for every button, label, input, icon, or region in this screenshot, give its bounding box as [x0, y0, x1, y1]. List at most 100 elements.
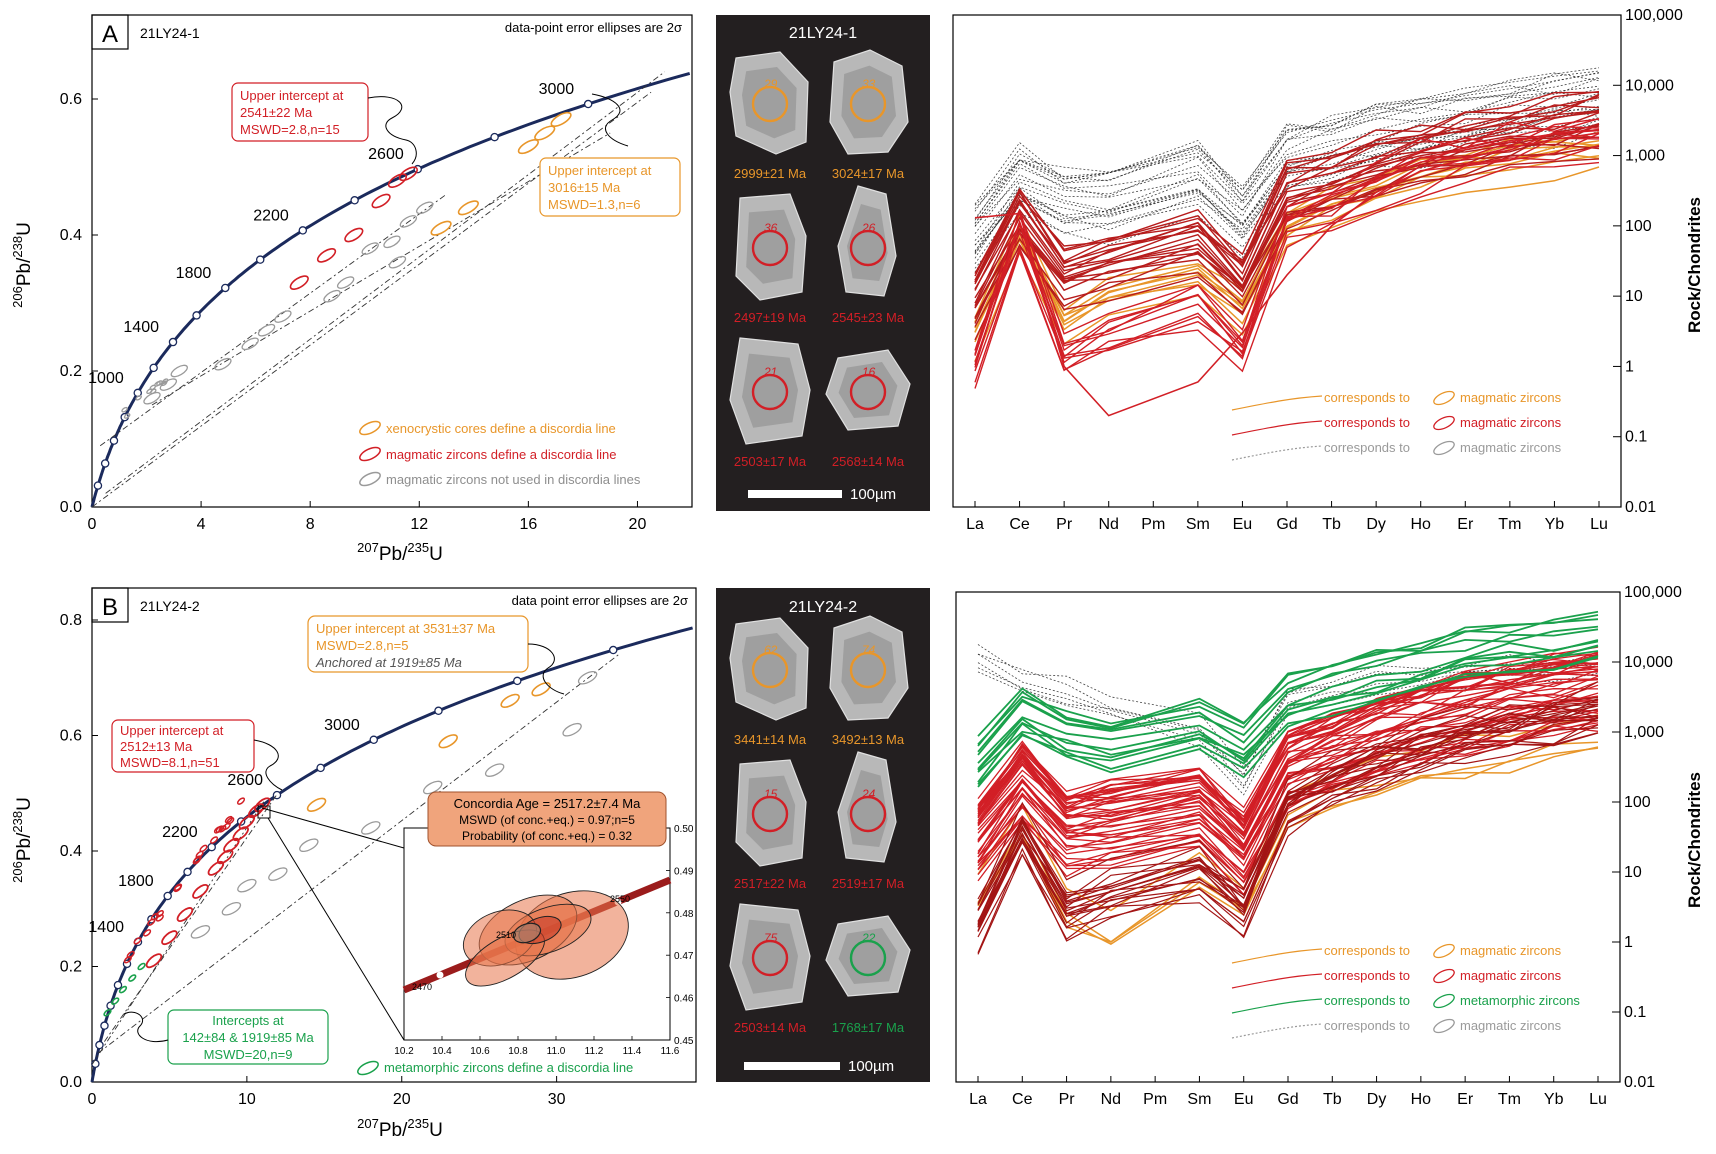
panel-b-age-marker — [513, 676, 522, 686]
panel-a-xlabel-sup1: 207 — [357, 540, 379, 555]
panel-b-xtick-label: 10 — [238, 1091, 256, 1108]
panel-b-zircon-spot-label: 75 — [764, 931, 778, 945]
panel-a-grey-dot — [149, 388, 157, 395]
panel-b-red-ellipse — [247, 803, 265, 819]
panel-b-zircon-grain: 74 3492±13 Ma — [829, 615, 909, 747]
panel-b-legend-green-marker — [357, 1060, 379, 1076]
panel-b-ree-line — [977, 652, 1599, 821]
panel-b-legend-marker — [1433, 993, 1455, 1009]
panel-b-age-marker — [207, 842, 216, 852]
panel-b-green-ellipse — [118, 985, 128, 994]
panel-b-inset-mean-ellipse — [512, 922, 542, 944]
panel-a-ree-line — [974, 72, 1600, 219]
panel-b-callout-green: Intercepts at 142±84 & 1919±85 Ma MSWD=2… — [123, 1009, 329, 1065]
panel-b-callout-red-line3: MSWD=8.1,n=51 — [120, 755, 220, 770]
panel-b-age-marker — [608, 645, 618, 655]
panel-b-callout-orange: Upper intercept at 3531±37 Ma MSWD=2.8,n… — [307, 615, 565, 695]
panel-a-grey-ellipse — [214, 357, 232, 371]
panel-b-green-ellipse — [103, 1008, 112, 1017]
panel-a-age-marker — [350, 196, 359, 205]
panel-b-zircon-spot — [751, 795, 789, 833]
panel-b-callout-orange-line2: MSWD=2.8,n=5 — [316, 638, 409, 653]
panel-b-ree-line — [977, 639, 1599, 764]
panel-b-xtick-label: Gd — [1277, 1091, 1298, 1108]
panel-a-grey-ellipse — [170, 364, 188, 378]
panel-b-ylabel: 206Pb/238U — [10, 797, 35, 883]
panel-b-legend-line — [1231, 1023, 1323, 1039]
panel-b-xtick-label: 30 — [548, 1091, 566, 1108]
panel-a-callout-orange-line1: Upper intercept at — [548, 163, 652, 178]
panel-a-plot: 1000 1400 1800 2200 2600 3000 — [88, 71, 691, 508]
panel-a-ylabel-end: U — [14, 222, 35, 236]
panel-b-zircon-grains: 62 3441±14 Ma 74 3492±13 Ma 15 2517±22 Ma 24 25… — [729, 615, 911, 1035]
panel-b-ylabel-end: U — [14, 797, 35, 811]
panel-b-legend-target: magmatic zircons — [1460, 968, 1562, 983]
panel-b-ree-line — [977, 662, 1599, 823]
panel-a-ytick-label: 0.6 — [60, 91, 82, 108]
panel-a-grey-dot — [123, 413, 131, 419]
panel-b-ree-line — [977, 715, 1599, 922]
panel-b-zircon-grain: 24 2519±17 Ma — [832, 751, 905, 891]
panel-b-xtick-label: Eu — [1234, 1091, 1254, 1108]
panel-a-legend-line — [1231, 445, 1323, 461]
panel-a-ytick-label: 0.2 — [60, 363, 82, 380]
panel-b-ree-line — [977, 662, 1599, 787]
panel-a-age-marker — [168, 337, 178, 347]
panel-b-age-label: 3000 — [324, 717, 360, 734]
panel-b-grey-ellipse — [562, 722, 582, 737]
panel-a-zircon-spot — [849, 229, 887, 267]
panel-a-zircon-spot-label: 36 — [764, 221, 778, 235]
panel-a-xtick-label: 20 — [629, 516, 647, 533]
panel-a-orange-ellipse — [534, 125, 556, 141]
panel-b-zircon-age: 3441±14 Ma — [734, 732, 807, 747]
panel-b-xlabel-sup2: 235 — [407, 1116, 429, 1131]
panel-b-ree-line — [977, 644, 1599, 773]
panel-b-ytick-label: 0.6 — [60, 728, 82, 745]
panel-b-xlabel-sup1: 207 — [357, 1116, 379, 1131]
panel-a-grey-ellipse — [257, 323, 276, 337]
panel-b-discordia-line — [104, 792, 279, 1042]
panel-a-legend-target: magmatic zircons — [1460, 440, 1562, 455]
panel-a-orange-ellipse — [517, 139, 539, 155]
panel-b-ytick-label: 0.4 — [60, 843, 82, 860]
panel-b-xtick-label: 0 — [88, 1091, 97, 1108]
panel-b-xtick-label: La — [969, 1091, 987, 1108]
panel-a-xtick-label: Yb — [1545, 516, 1565, 533]
panel-b-ytick-label: 1 — [1624, 934, 1633, 951]
panel-a-callout-red-line1: Upper intercept at — [240, 88, 344, 103]
panel-a-zircon-spot — [751, 229, 789, 267]
panel-b-zircon-spot-label: 62 — [764, 643, 778, 657]
panel-a-ytick-label: 100 — [1625, 218, 1652, 235]
panel-a-age-label: 1400 — [123, 319, 159, 336]
panel-a-grey-ellipse — [241, 337, 259, 351]
panel-a-zircon-spot-label: 29 — [763, 77, 778, 91]
panel-a-zircon-age: 2503±17 Ma — [734, 454, 807, 469]
panel-b-callout-red-arrow — [253, 739, 283, 791]
panel-a-xtick-label: Tb — [1322, 516, 1341, 533]
panel-a-ytick-label: 0.01 — [1625, 499, 1656, 516]
panel-b-xtick-label: Tm — [1498, 1091, 1521, 1108]
panel-a-zircon-grain: 16 2568±14 Ma — [825, 349, 911, 469]
panel-a-zircon-spot-label: 33 — [862, 77, 876, 91]
panel-a-zircon-age: 2497±19 Ma — [734, 310, 807, 325]
panel-b-zircon-grain: 22 1768±17 Ma — [825, 915, 911, 1035]
panel-a-age-label: 2600 — [368, 146, 404, 163]
panel-b-zircon-spot-label: 74 — [862, 643, 876, 657]
panel-b-age-marker — [316, 763, 325, 773]
panel-a-ree-line — [974, 133, 1600, 356]
panel-b-age-label: 2600 — [227, 772, 263, 789]
panel-b-inset-ytick-label: 0.49 — [674, 866, 694, 877]
panel-a-concordia: A 21LY24-1 data-point error ellipses are… — [10, 14, 693, 565]
panel-a-ree-line — [974, 92, 1600, 224]
panel-b-ylabel-sup2: 238 — [10, 811, 25, 833]
panel-a-ree-legend: corresponds to magmatic zircons correspond… — [1231, 390, 1562, 461]
panel-a-zircon-grain: 36 2497±19 Ma — [734, 193, 807, 325]
panel-b-legend-green: metamorphic zircons define a discordia l… — [384, 1060, 633, 1075]
panel-b-callout-orange-line1: Upper intercept at 3531±37 Ma — [316, 621, 496, 636]
panel-b-ytick-label: 0.1 — [1624, 1004, 1646, 1021]
panel-b-ree-line — [977, 718, 1599, 932]
panel-b-callout-green-line2: 142±84 & 1919±85 Ma — [182, 1030, 314, 1045]
panel-a-legend-marker — [1433, 390, 1455, 406]
panel-b-ytick-label: 0.2 — [60, 959, 82, 976]
